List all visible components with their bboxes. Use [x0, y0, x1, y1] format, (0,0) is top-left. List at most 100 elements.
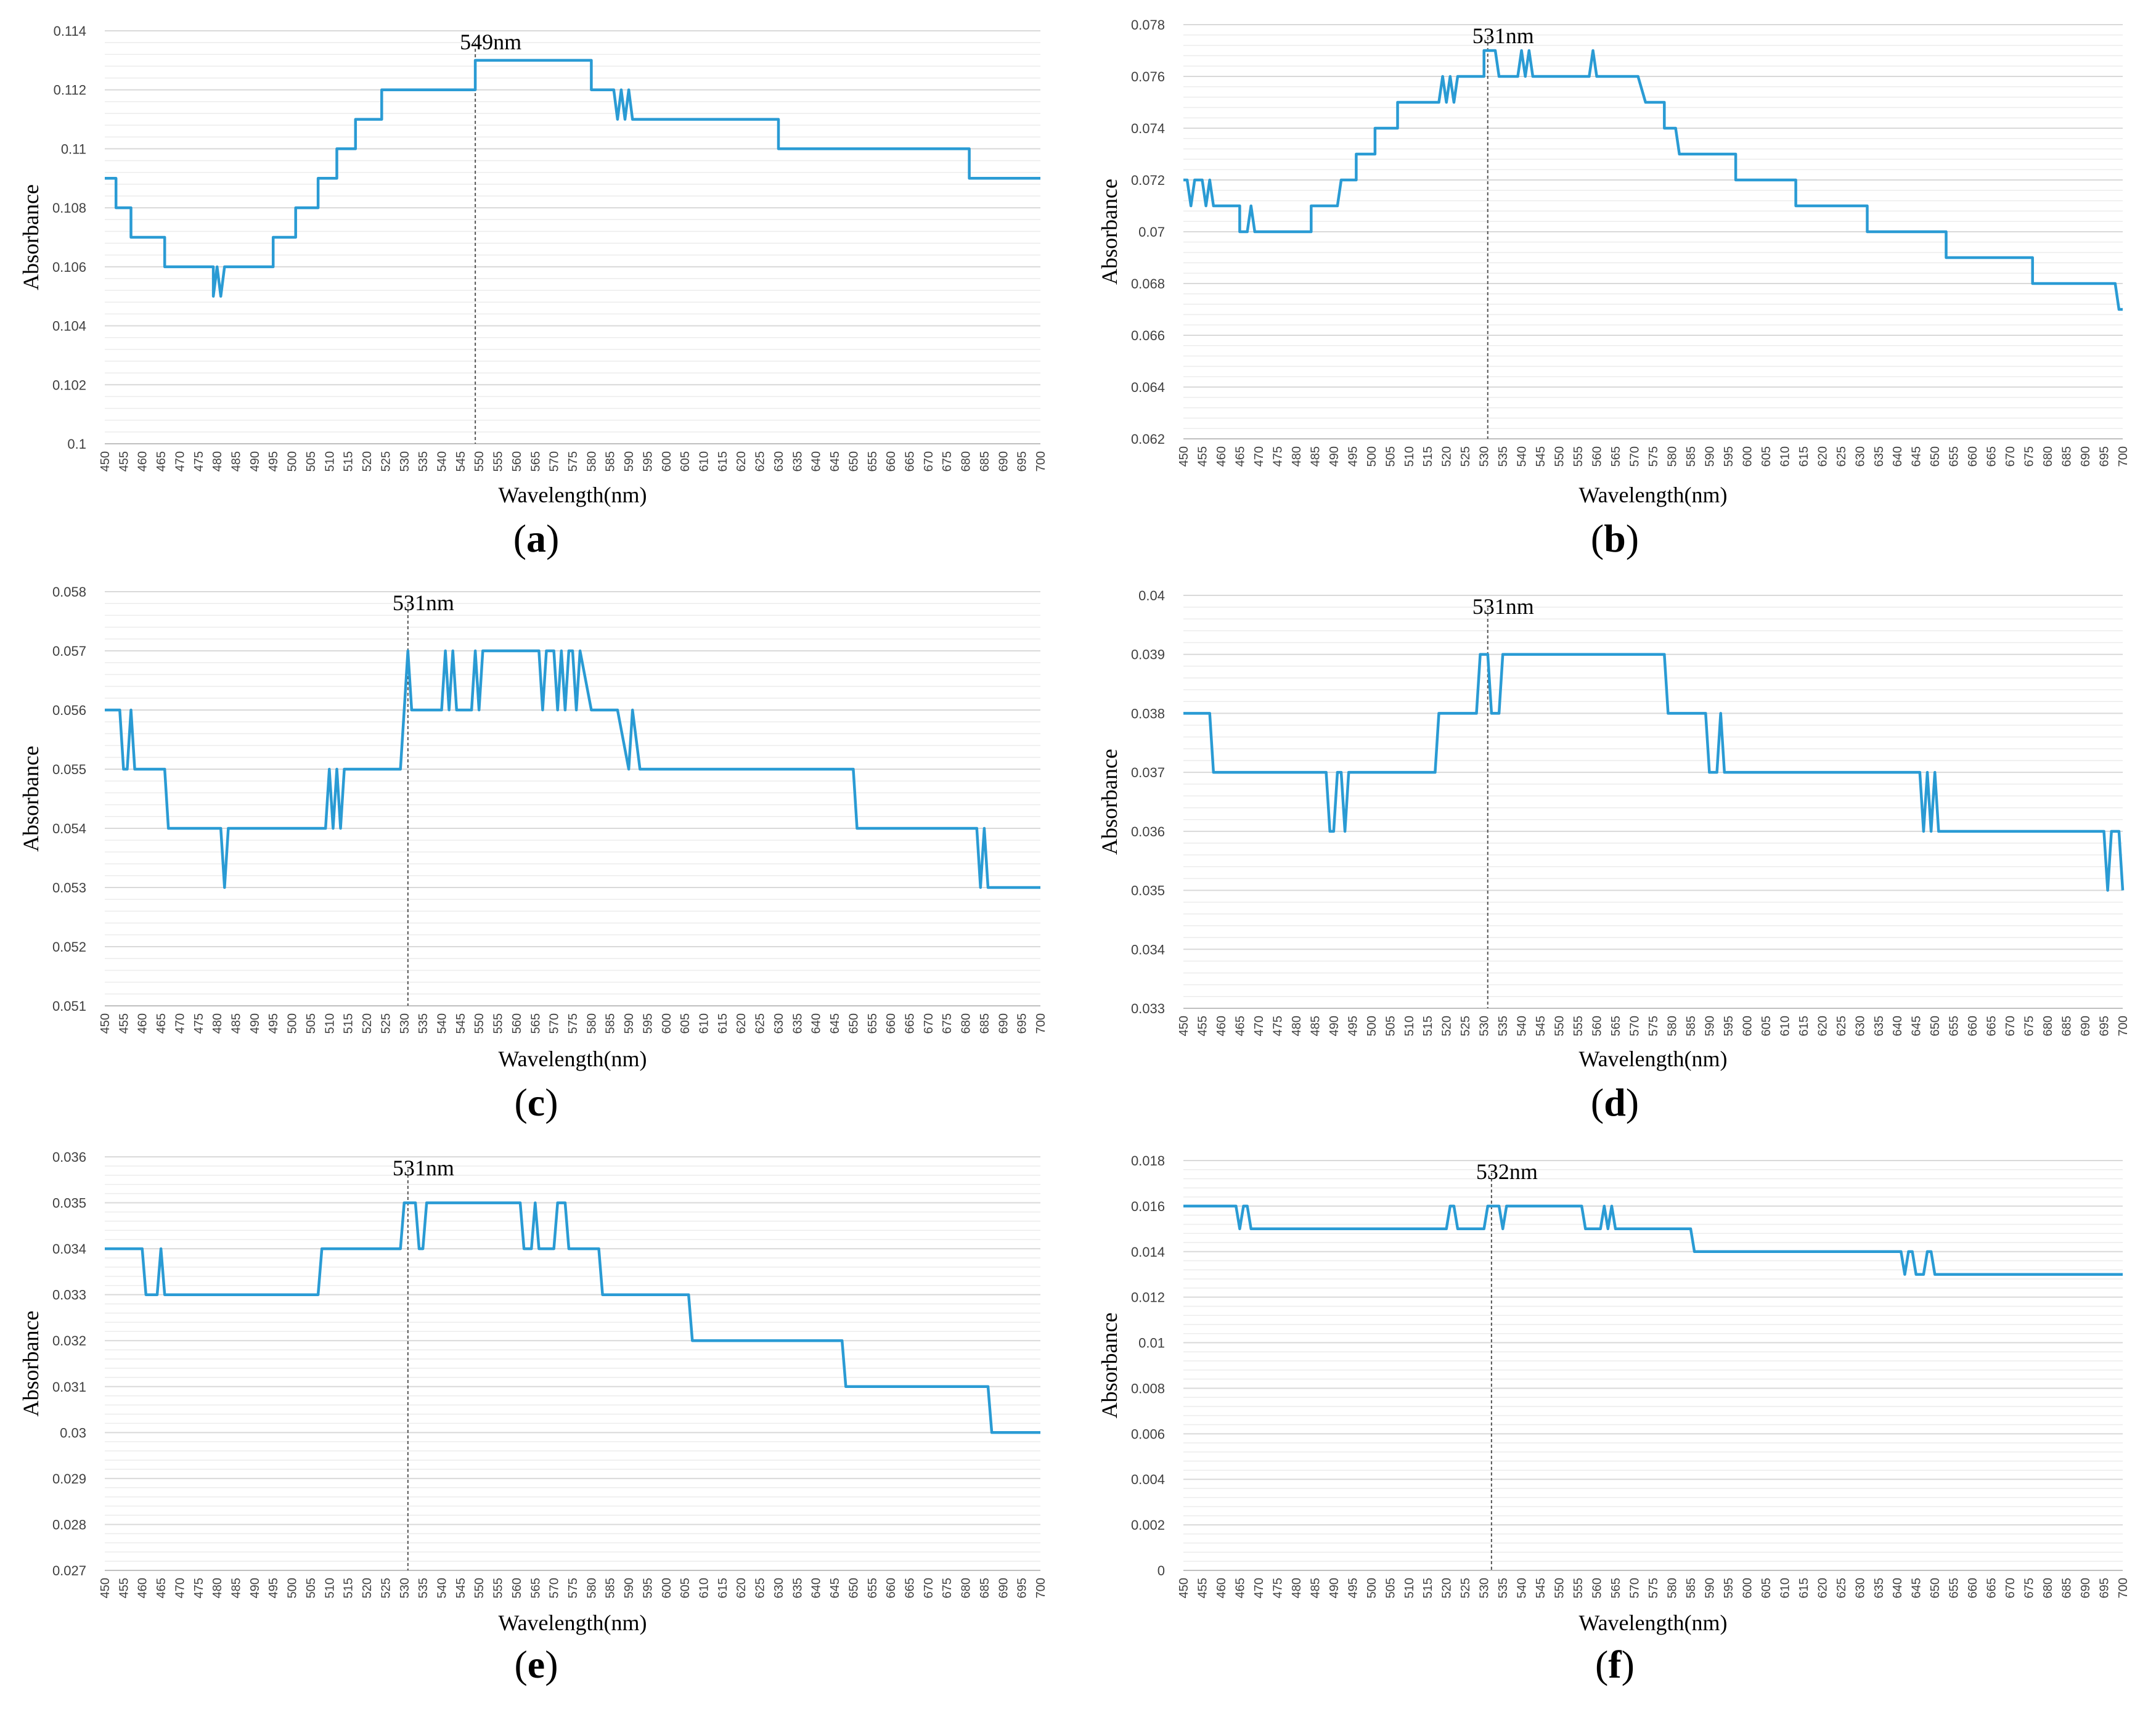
y-tick-label: 0.104	[52, 319, 86, 334]
x-tick-label: 685	[978, 451, 992, 471]
x-tick-label: 580	[1665, 1016, 1679, 1036]
y-axis-title: Absorbance	[1097, 749, 1122, 855]
x-tick-label: 580	[1665, 446, 1679, 467]
x-tick-label: 500	[1365, 1578, 1379, 1598]
x-tick-label: 520	[1440, 1578, 1454, 1598]
x-tick-label: 625	[1835, 1016, 1848, 1036]
x-tick-label: 640	[810, 451, 823, 471]
y-tick-label: 0.01	[1138, 1336, 1165, 1351]
x-tick-label: 630	[772, 1578, 786, 1598]
x-tick-label: 590	[1703, 1578, 1717, 1598]
x-tick-label: 615	[716, 1013, 730, 1034]
y-tick-label: 0.058	[52, 584, 86, 600]
x-tick-label: 495	[1346, 446, 1360, 467]
x-tick-label: 465	[1233, 446, 1247, 467]
y-tick-label: 0.03	[60, 1425, 86, 1440]
x-tick-label: 620	[1816, 446, 1829, 467]
x-tick-label: 530	[1478, 1578, 1492, 1598]
x-tick-label: 505	[304, 1578, 318, 1598]
x-tick-label: 535	[417, 451, 430, 471]
x-tick-label: 630	[1853, 1016, 1867, 1036]
x-tick-label: 515	[1421, 446, 1435, 467]
x-tick-label: 680	[2041, 446, 2055, 467]
x-tick-label: 540	[1516, 446, 1529, 467]
series-line	[1183, 653, 2125, 892]
x-tick-label: 510	[1403, 446, 1416, 467]
x-tick-label: 605	[1760, 1578, 1773, 1598]
x-tick-label: 495	[267, 451, 280, 471]
x-tick-label: 680	[960, 451, 973, 471]
x-tick-label: 515	[342, 1013, 356, 1034]
x-tick-label: 695	[1016, 1578, 1029, 1598]
x-tick-label: 525	[379, 1578, 393, 1598]
x-tick-label: 550	[1553, 1016, 1567, 1036]
x-tick-label: 480	[211, 451, 224, 471]
x-tick-label: 540	[1516, 1578, 1529, 1598]
panel-label: (c)	[514, 1080, 558, 1124]
x-tick-label: 455	[117, 451, 131, 471]
x-tick-label: 700	[2117, 1578, 2130, 1598]
x-tick-label: 530	[398, 451, 412, 471]
y-axis-title: Absorbance	[1097, 179, 1122, 285]
y-tick-label: 0.064	[1131, 380, 1165, 395]
x-tick-label: 455	[1196, 446, 1209, 467]
y-tick-label: 0.004	[1131, 1472, 1165, 1487]
x-tick-label: 465	[1233, 1016, 1247, 1036]
x-tick-label: 565	[529, 1578, 542, 1598]
x-tick-label: 520	[361, 1578, 374, 1598]
x-tick-label: 545	[454, 451, 468, 471]
x-tick-label: 535	[1497, 446, 1510, 467]
x-tick-label: 465	[155, 1013, 168, 1034]
x-tick-label: 620	[735, 1578, 748, 1598]
y-tick-label: 0.033	[52, 1288, 86, 1303]
x-tick-label: 695	[1016, 451, 1029, 471]
x-tick-label: 455	[117, 1013, 131, 1034]
x-tick-label: 495	[267, 1013, 280, 1034]
x-tick-label: 570	[548, 1578, 561, 1598]
y-tick-label: 0.031	[52, 1379, 86, 1395]
x-tick-label: 555	[492, 1578, 505, 1598]
x-tick-label: 700	[1034, 1013, 1048, 1034]
y-tick-label: 0.035	[1131, 883, 1165, 899]
y-tick-label: 0.057	[52, 643, 86, 659]
x-tick-label: 460	[1215, 1016, 1228, 1036]
x-tick-label: 675	[2023, 446, 2036, 467]
x-tick-label: 560	[1591, 1016, 1604, 1036]
x-tick-label: 540	[1516, 1016, 1529, 1036]
y-tick-label: 0.014	[1131, 1244, 1165, 1260]
x-tick-label: 505	[304, 1013, 318, 1034]
y-tick-label: 0.037	[1131, 765, 1165, 780]
x-tick-label: 645	[1910, 1578, 1924, 1598]
y-tick-label: 0.108	[52, 200, 86, 216]
x-tick-label: 490	[248, 1013, 262, 1034]
x-tick-label: 480	[1290, 446, 1304, 467]
y-tick-label: 0.068	[1131, 276, 1165, 292]
y-tick-label: 0.106	[52, 259, 86, 275]
x-tick-label: 580	[585, 1578, 598, 1598]
series-line	[105, 649, 1040, 889]
x-tick-label: 600	[660, 451, 674, 471]
x-tick-label: 610	[1778, 1578, 1792, 1598]
x-tick-label: 520	[361, 451, 374, 471]
x-tick-label: 575	[566, 1013, 580, 1034]
x-tick-label: 550	[473, 451, 486, 471]
x-tick-label: 610	[698, 1578, 711, 1598]
y-tick-label: 0.034	[1131, 942, 1165, 957]
peak-label: 549nm	[460, 30, 521, 54]
x-tick-label: 655	[1948, 1016, 1961, 1036]
x-tick-label: 600	[1741, 1016, 1754, 1036]
y-tick-label: 0.033	[1131, 1001, 1165, 1016]
x-tick-label: 665	[1985, 1578, 1999, 1598]
x-tick-label: 505	[1384, 1578, 1397, 1598]
x-tick-label: 470	[1252, 1016, 1266, 1036]
x-tick-label: 650	[847, 1013, 860, 1034]
x-tick-label: 560	[510, 451, 524, 471]
y-axis-title: Absorbance	[18, 184, 43, 290]
x-tick-label: 535	[1497, 1578, 1510, 1598]
x-tick-label: 510	[323, 1578, 337, 1598]
x-tick-label: 540	[435, 1013, 449, 1034]
x-tick-label: 635	[1872, 446, 1886, 467]
y-tick-label: 0.056	[52, 703, 86, 718]
y-tick-label: 0.055	[52, 762, 86, 777]
y-tick-label: 0.034	[52, 1241, 86, 1257]
